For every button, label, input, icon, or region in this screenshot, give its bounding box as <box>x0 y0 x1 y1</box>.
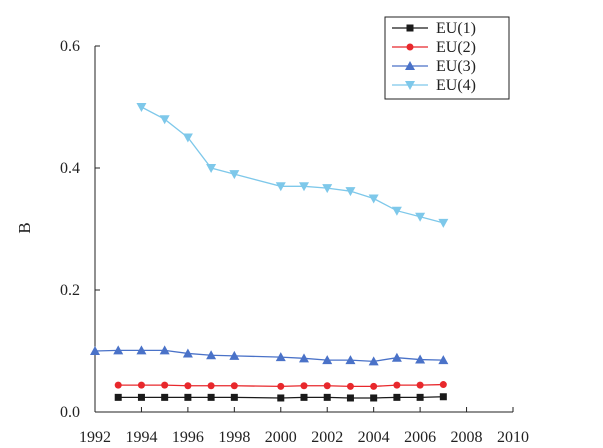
series-line <box>118 383 444 388</box>
data-point <box>161 381 169 389</box>
data-point <box>415 212 426 222</box>
data-point <box>182 348 193 358</box>
x-tick-label: 2004 <box>358 429 390 446</box>
data-point <box>346 394 354 402</box>
data-point <box>346 382 354 390</box>
data-point <box>90 346 100 355</box>
data-point <box>438 355 449 365</box>
data-point <box>230 382 238 390</box>
data-point <box>415 354 426 364</box>
x-tick-label: 2006 <box>404 429 436 446</box>
series-line <box>94 349 444 363</box>
x-tick-label: 1998 <box>218 429 250 446</box>
data-point <box>114 381 122 389</box>
data-point <box>391 206 402 216</box>
data-point <box>275 182 286 192</box>
x-tick-label: 2010 <box>497 429 529 446</box>
data-point <box>345 187 356 197</box>
legend-marker <box>405 61 415 70</box>
data-point <box>391 352 402 362</box>
data-point <box>393 381 401 389</box>
data-point <box>345 355 356 365</box>
data-point <box>161 393 169 401</box>
data-point <box>114 393 122 401</box>
data-point <box>229 350 240 360</box>
data-point <box>182 133 193 143</box>
series-3 <box>90 345 449 366</box>
data-point <box>299 182 309 192</box>
legend-marker <box>406 24 414 32</box>
data-point <box>206 164 217 173</box>
data-point <box>416 393 424 401</box>
legend-label: EU(4) <box>436 77 476 94</box>
data-point <box>275 352 286 362</box>
data-point <box>113 345 124 355</box>
data-point <box>323 393 331 401</box>
data-point <box>184 382 192 390</box>
data-point <box>184 393 192 401</box>
data-point <box>136 103 147 112</box>
series-4 <box>136 103 449 228</box>
data-point <box>439 393 447 401</box>
data-point <box>207 382 215 390</box>
x-tick-label: 1996 <box>172 429 204 446</box>
y-tick-label: 0.4 <box>60 160 80 177</box>
data-point <box>299 353 309 363</box>
legend-marker <box>405 81 415 90</box>
data-point <box>137 393 145 401</box>
data-point <box>416 381 424 389</box>
y-tick-label: 0.6 <box>60 38 80 55</box>
y-tick-label: 0.2 <box>60 282 80 299</box>
y-axis-label: B <box>15 222 34 233</box>
data-point <box>229 170 240 180</box>
x-tick-label: 1994 <box>125 429 157 446</box>
data-point <box>368 194 379 204</box>
legend-label: EU(3) <box>436 58 476 75</box>
legend-label: EU(2) <box>436 39 476 56</box>
data-point <box>300 382 308 390</box>
data-point <box>368 356 379 366</box>
data-point <box>370 394 378 402</box>
legend-marker <box>406 43 414 51</box>
data-point <box>230 393 238 401</box>
data-point <box>370 382 378 390</box>
x-tick-label: 1992 <box>79 429 111 446</box>
data-point <box>277 382 285 390</box>
x-tick-label: 2000 <box>265 429 297 446</box>
data-point <box>206 350 217 360</box>
data-point <box>438 218 449 228</box>
legend-item: EU(4) <box>392 77 476 94</box>
data-point <box>300 393 308 401</box>
y-tick-label: 0.0 <box>60 404 80 421</box>
data-point <box>322 184 333 194</box>
legend-item: EU(2) <box>392 39 476 56</box>
data-point <box>136 345 147 355</box>
legend-item: EU(1) <box>392 20 476 37</box>
x-tick-label: 2002 <box>311 429 343 446</box>
data-point <box>137 381 145 389</box>
series-2 <box>114 381 447 390</box>
data-point <box>159 345 170 355</box>
series-layer <box>90 103 449 402</box>
data-point <box>323 382 331 390</box>
data-point <box>393 393 401 401</box>
series-line <box>118 396 444 399</box>
series-1 <box>114 393 447 402</box>
x-tick-label: 2008 <box>451 429 483 446</box>
data-point <box>159 115 170 125</box>
data-point <box>322 355 333 365</box>
data-point <box>207 393 215 401</box>
legend: EU(1) EU(2) EU(3) EU(4) <box>384 16 510 100</box>
legend-label: EU(1) <box>436 20 476 37</box>
data-point <box>277 394 285 402</box>
series-line <box>141 106 444 224</box>
data-point <box>439 381 447 389</box>
legend-item: EU(3) <box>392 58 476 75</box>
axes: 0.0 0.2 0.4 0.6 1992 1994 1996 1998 2000 2002 2004… <box>60 38 529 446</box>
